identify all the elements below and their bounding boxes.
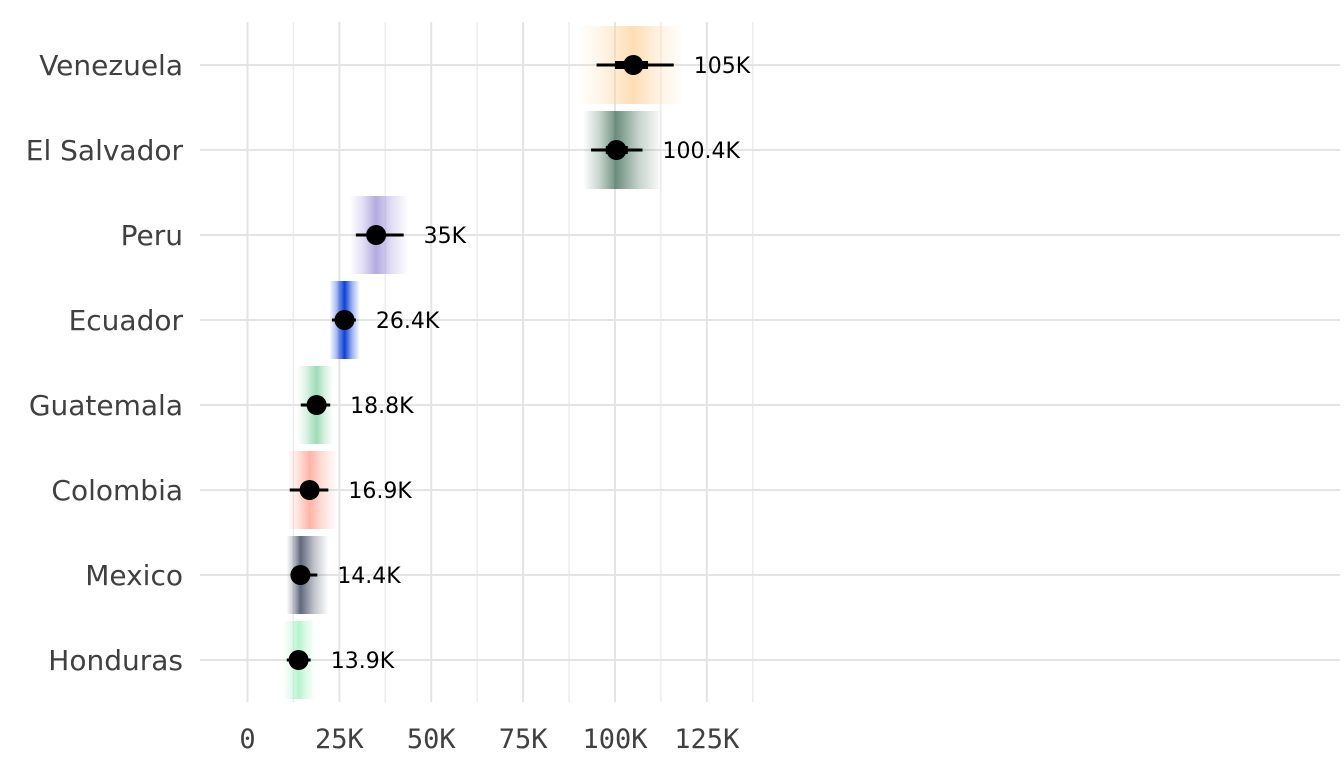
point-el-salvador bbox=[606, 140, 627, 160]
category-label-ecuador: Ecuador bbox=[69, 304, 184, 337]
x-tick-label: 25K bbox=[315, 724, 365, 755]
category-label-el-salvador: El Salvador bbox=[26, 134, 184, 167]
grid-lines bbox=[200, 22, 1340, 702]
value-labels: 105K 100.4K 35K 26.4K 18.8K 16.9K 14.4K 13.9K bbox=[331, 54, 751, 674]
point-honduras bbox=[288, 650, 309, 670]
value-label-guatemala: 18.8K bbox=[350, 394, 414, 419]
value-label-venezuela: 105K bbox=[694, 54, 751, 79]
value-label-colombia: 16.9K bbox=[348, 479, 412, 504]
point-colombia bbox=[299, 480, 320, 500]
y-axis-labels: Venezuela El Salvador Peru Ecuador Guatemala… bbox=[26, 49, 184, 677]
category-label-colombia: Colombia bbox=[51, 474, 183, 507]
x-tick-label: 0 bbox=[239, 724, 255, 755]
x-tick-label: 100K bbox=[582, 724, 648, 755]
x-tick-label: 75K bbox=[499, 724, 549, 755]
x-tick-label: 125K bbox=[674, 724, 740, 755]
point-guatemala bbox=[306, 395, 327, 415]
category-label-venezuela: Venezuela bbox=[39, 49, 183, 82]
value-label-peru: 35K bbox=[424, 224, 467, 249]
value-label-el-salvador: 100.4K bbox=[663, 139, 741, 164]
category-label-mexico: Mexico bbox=[85, 559, 183, 592]
category-label-honduras: Honduras bbox=[48, 644, 183, 677]
point-peru bbox=[366, 225, 387, 245]
point-venezuela bbox=[623, 55, 644, 75]
point-mexico bbox=[290, 565, 311, 585]
value-label-mexico: 14.4K bbox=[337, 564, 401, 589]
x-axis-labels: 0 25K 50K 75K 100K 125K bbox=[239, 724, 740, 755]
category-label-guatemala: Guatemala bbox=[29, 389, 183, 422]
data-points bbox=[288, 55, 644, 670]
value-label-ecuador: 26.4K bbox=[376, 309, 440, 334]
value-label-honduras: 13.9K bbox=[331, 649, 395, 674]
point-ecuador bbox=[334, 310, 355, 330]
category-label-peru: Peru bbox=[121, 219, 183, 252]
density-bands bbox=[283, 26, 683, 699]
x-tick-label: 50K bbox=[407, 724, 457, 755]
